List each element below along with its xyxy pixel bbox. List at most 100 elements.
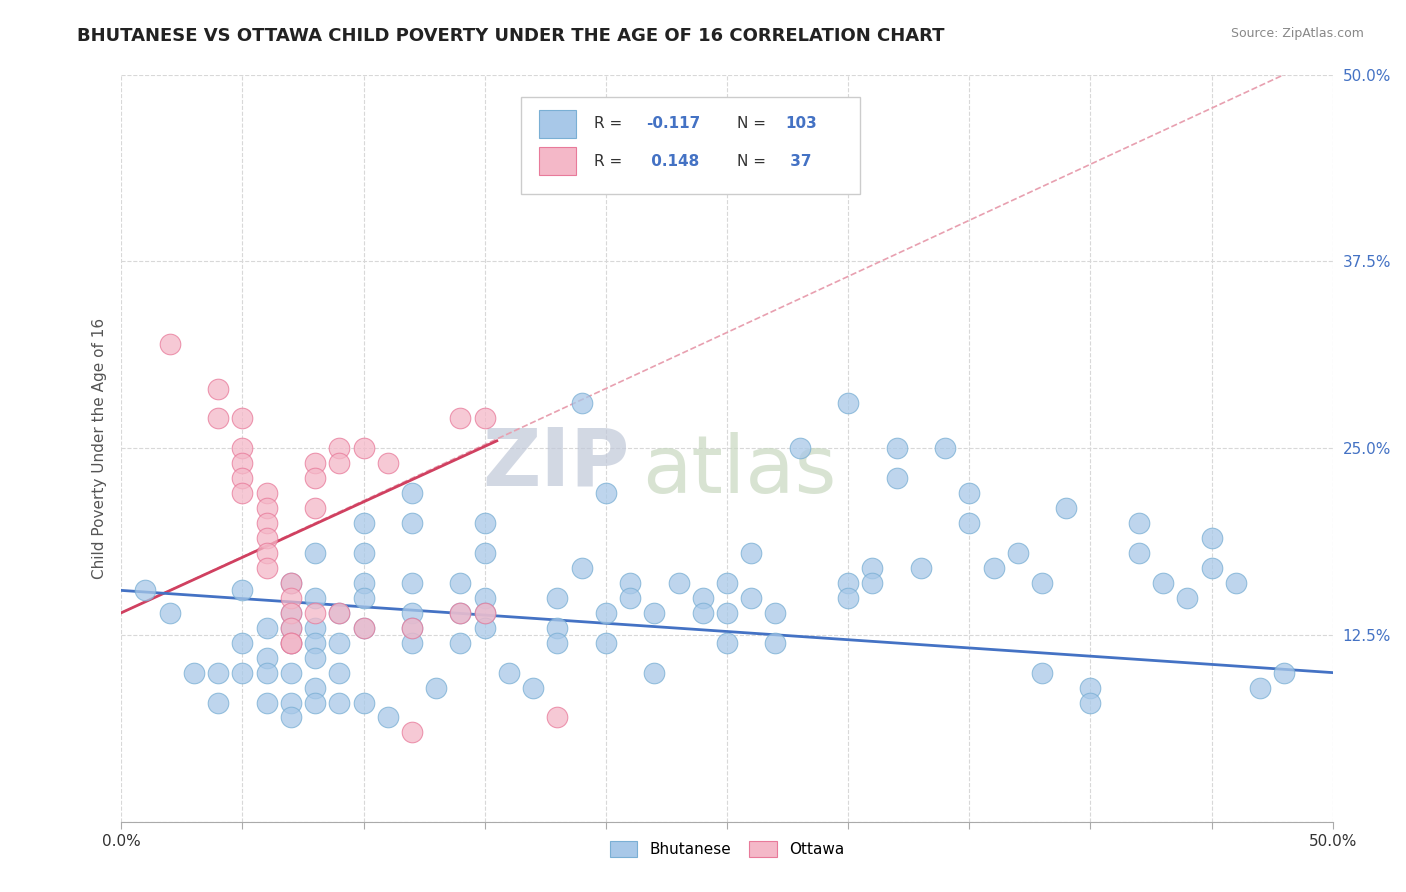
Text: ZIP: ZIP [482, 425, 630, 502]
Point [498, 665, 520, 680]
Point [377, 710, 399, 724]
Point [837, 591, 859, 605]
Text: N =: N = [737, 116, 770, 131]
Point [1249, 681, 1271, 695]
Point [1272, 665, 1295, 680]
FancyBboxPatch shape [522, 97, 860, 194]
Point [280, 636, 302, 650]
Point [280, 606, 302, 620]
Point [643, 665, 665, 680]
Point [740, 546, 762, 560]
Text: 103: 103 [785, 116, 817, 131]
Point [983, 561, 1005, 575]
Point [328, 606, 350, 620]
Point [474, 591, 496, 605]
Point [304, 681, 326, 695]
Point [1080, 681, 1102, 695]
Point [231, 665, 253, 680]
Point [231, 456, 253, 470]
Point [449, 575, 471, 590]
Point [1177, 591, 1199, 605]
Text: BHUTANESE VS OTTAWA CHILD POVERTY UNDER THE AGE OF 16 CORRELATION CHART: BHUTANESE VS OTTAWA CHILD POVERTY UNDER … [77, 27, 945, 45]
Point [304, 696, 326, 710]
Point [256, 696, 278, 710]
Point [957, 516, 980, 530]
Point [328, 442, 350, 456]
Point [401, 621, 423, 635]
Point [353, 621, 375, 635]
Point [231, 442, 253, 456]
Point [280, 621, 302, 635]
Point [595, 606, 617, 620]
Point [353, 575, 375, 590]
Text: R =: R = [593, 153, 627, 169]
Point [474, 606, 496, 620]
Legend: Bhutanese, Ottawa: Bhutanese, Ottawa [603, 835, 851, 863]
Point [886, 442, 908, 456]
Point [304, 546, 326, 560]
Point [304, 636, 326, 650]
Text: atlas: atlas [643, 432, 837, 509]
Point [546, 591, 568, 605]
Point [280, 636, 302, 650]
Point [860, 561, 883, 575]
Point [353, 546, 375, 560]
Point [401, 606, 423, 620]
Point [619, 591, 641, 605]
Point [860, 575, 883, 590]
Point [595, 486, 617, 500]
Point [256, 650, 278, 665]
Point [571, 561, 593, 575]
Point [304, 621, 326, 635]
Point [595, 636, 617, 650]
Point [280, 606, 302, 620]
Text: 37: 37 [785, 153, 811, 169]
Point [353, 591, 375, 605]
Point [765, 606, 787, 620]
Point [449, 636, 471, 650]
Text: -0.117: -0.117 [645, 116, 700, 131]
Point [328, 456, 350, 470]
Point [401, 621, 423, 635]
Point [449, 606, 471, 620]
Point [643, 606, 665, 620]
Point [134, 583, 156, 598]
Point [328, 665, 350, 680]
Point [231, 411, 253, 425]
Point [668, 575, 690, 590]
Point [886, 471, 908, 485]
Point [328, 636, 350, 650]
Point [1128, 546, 1150, 560]
Point [401, 516, 423, 530]
Point [740, 591, 762, 605]
Point [256, 546, 278, 560]
Point [256, 501, 278, 516]
Point [256, 516, 278, 530]
Point [1080, 696, 1102, 710]
Point [353, 621, 375, 635]
Point [256, 561, 278, 575]
Point [789, 442, 811, 456]
Point [231, 636, 253, 650]
Point [619, 575, 641, 590]
Point [716, 606, 738, 620]
Point [837, 575, 859, 590]
Point [474, 516, 496, 530]
FancyBboxPatch shape [540, 147, 575, 176]
Point [546, 621, 568, 635]
Point [401, 575, 423, 590]
Point [692, 606, 714, 620]
Point [449, 411, 471, 425]
Point [231, 486, 253, 500]
Point [1201, 561, 1223, 575]
Point [207, 411, 229, 425]
Point [1225, 575, 1247, 590]
Point [183, 665, 205, 680]
Point [304, 591, 326, 605]
Point [1152, 575, 1174, 590]
Y-axis label: Child Poverty Under the Age of 16: Child Poverty Under the Age of 16 [93, 318, 107, 579]
Point [474, 606, 496, 620]
Point [159, 336, 181, 351]
Point [231, 471, 253, 485]
Point [280, 636, 302, 650]
